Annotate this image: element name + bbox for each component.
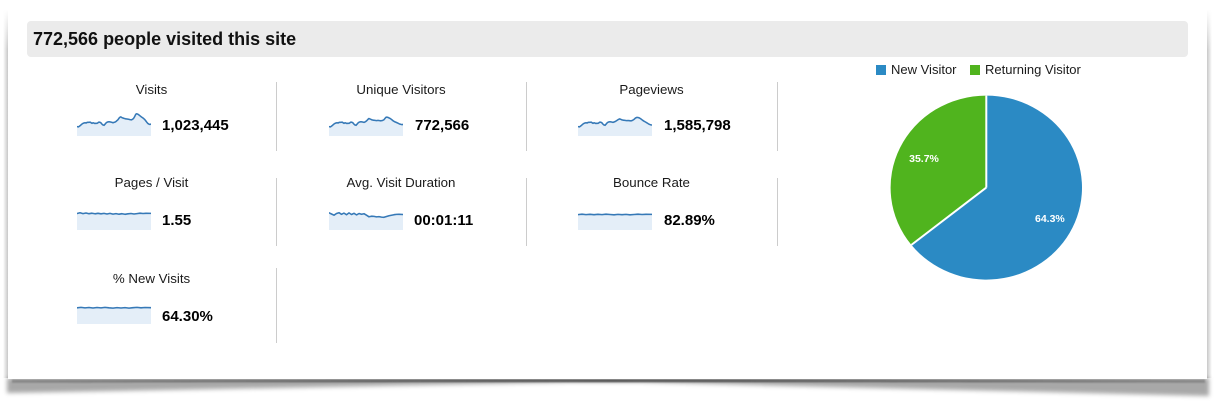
svg-text:35.7%: 35.7%	[909, 153, 939, 165]
svg-text:64.3%: 64.3%	[1035, 213, 1065, 225]
